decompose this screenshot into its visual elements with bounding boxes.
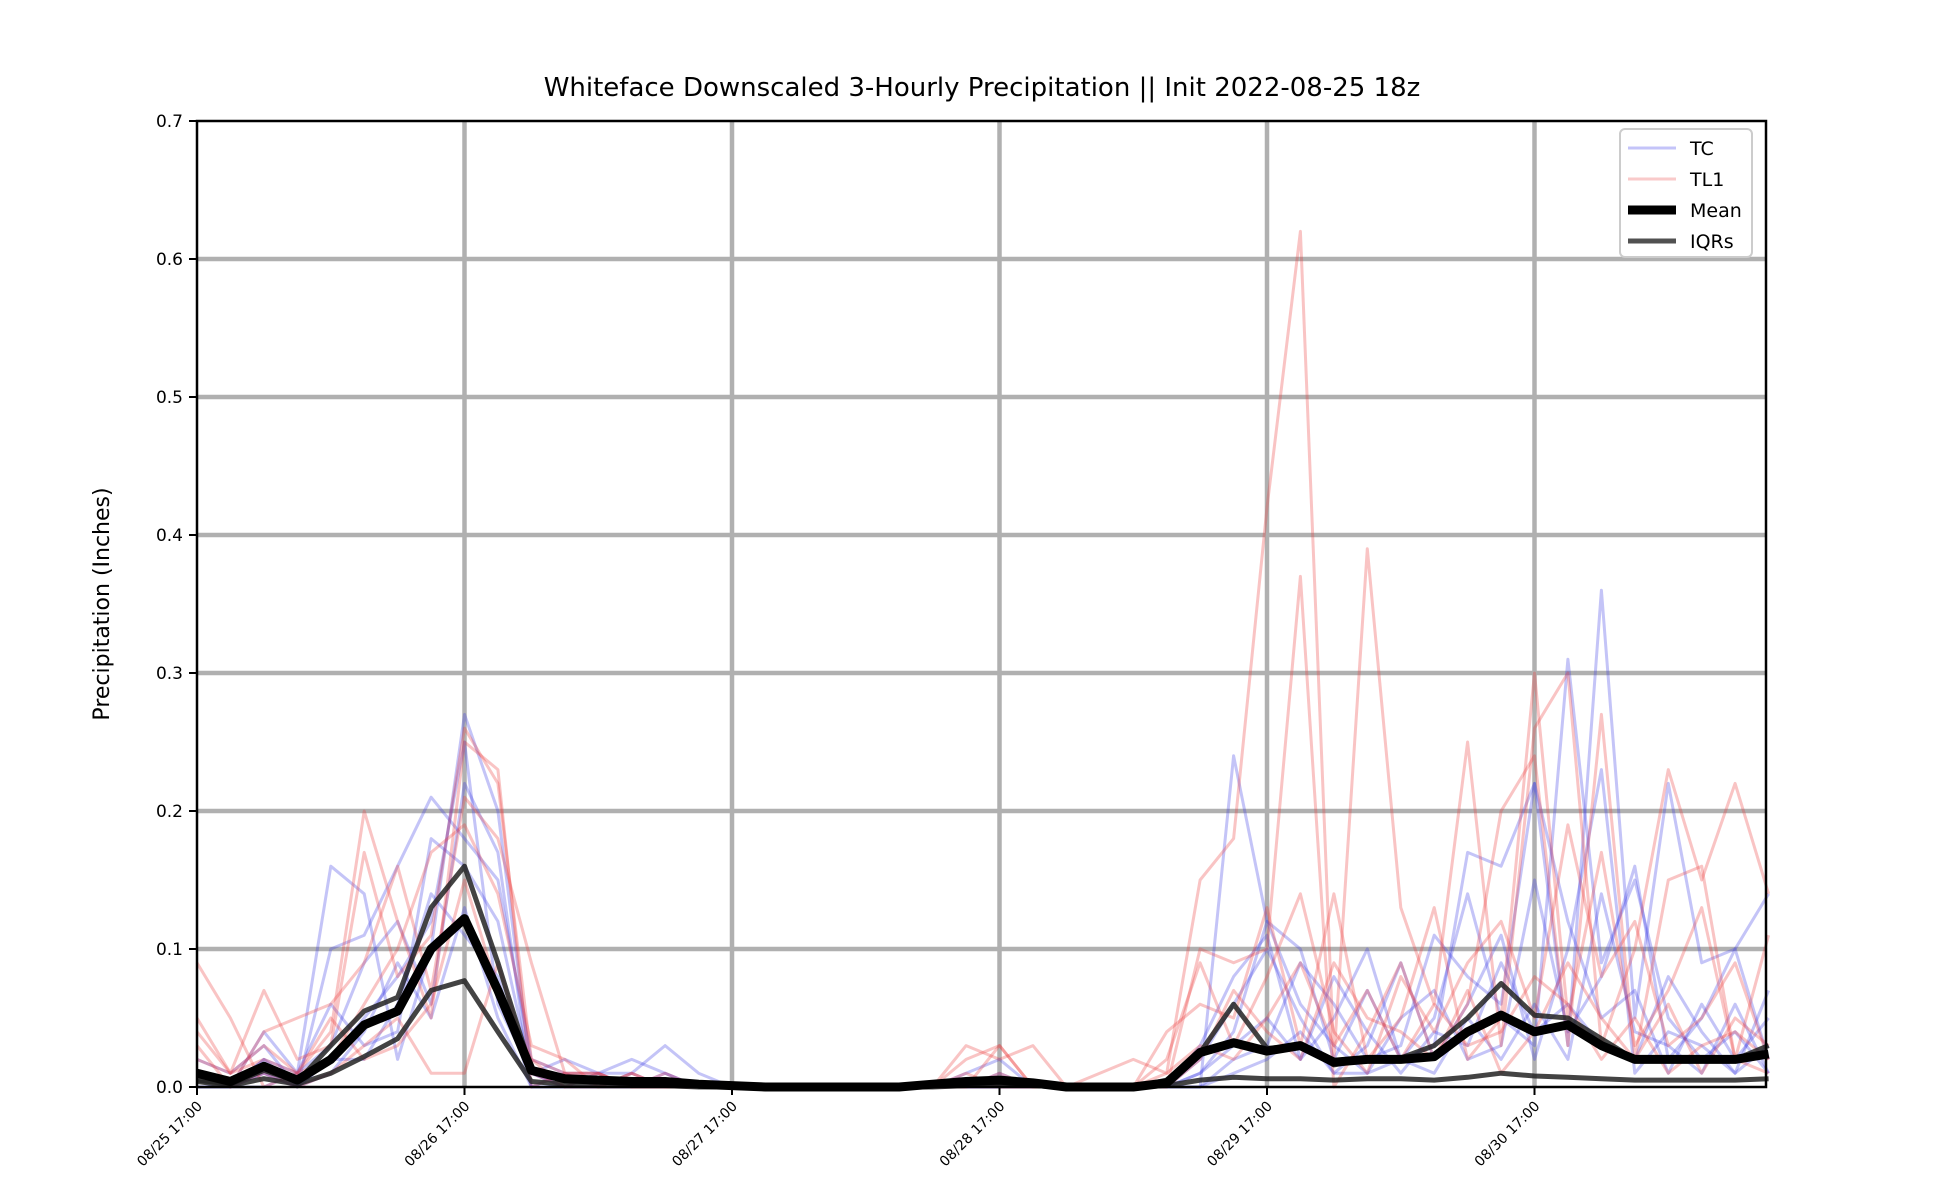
- x-tick-label: 08/25 17:00: [134, 1099, 206, 1171]
- mean-line: [195, 914, 1770, 1092]
- tl1-member-line: [195, 671, 1771, 1089]
- plot-frame: [195, 119, 1768, 1089]
- y-axis: 0.0 0.1 0.2 0.3 0.4 0.5 0.6 0.7: [156, 112, 197, 1098]
- y-axis-label: Precipitation (Inches): [90, 487, 115, 720]
- x-tick-label: 08/26 17:00: [402, 1099, 474, 1171]
- legend-label: TL1: [1689, 169, 1724, 191]
- tl1-member-line: [195, 229, 1771, 1089]
- x-tick-label: 08/27 17:00: [669, 1099, 741, 1171]
- tc-member-line: [197, 740, 1770, 1089]
- y-tick-label: 0.2: [156, 802, 183, 822]
- y-tick-label: 0.6: [156, 250, 183, 270]
- y-tick-label: 0.3: [156, 664, 183, 684]
- chart-title: Whiteface Downscaled 3-Hourly Precipitat…: [544, 73, 1421, 103]
- x-tick-label: 08/29 17:00: [1204, 1099, 1276, 1171]
- legend-label: IQRs: [1690, 231, 1734, 253]
- legend-box: [1619, 128, 1753, 258]
- grid-lines: [197, 121, 1766, 1087]
- legend-label: Mean: [1690, 200, 1742, 222]
- y-tick-label: 0.5: [156, 388, 183, 408]
- y-tick-label: 0.7: [156, 112, 183, 132]
- y-tick-label: 0.0: [156, 1078, 183, 1098]
- y-tick-label: 0.4: [156, 526, 183, 546]
- x-tick-label: 08/30 17:00: [1472, 1099, 1544, 1171]
- legend: TC TL1 Mean IQRs: [1619, 128, 1753, 258]
- legend-label: TC: [1689, 138, 1714, 160]
- y-tick-label: 0.1: [156, 940, 183, 960]
- x-tick-label: 08/28 17:00: [937, 1099, 1009, 1171]
- tl1-member-line: [195, 574, 1770, 1089]
- x-axis: 08/25 17:00 08/26 17:00 08/27 17:00 08/28 1…: [134, 1087, 1543, 1170]
